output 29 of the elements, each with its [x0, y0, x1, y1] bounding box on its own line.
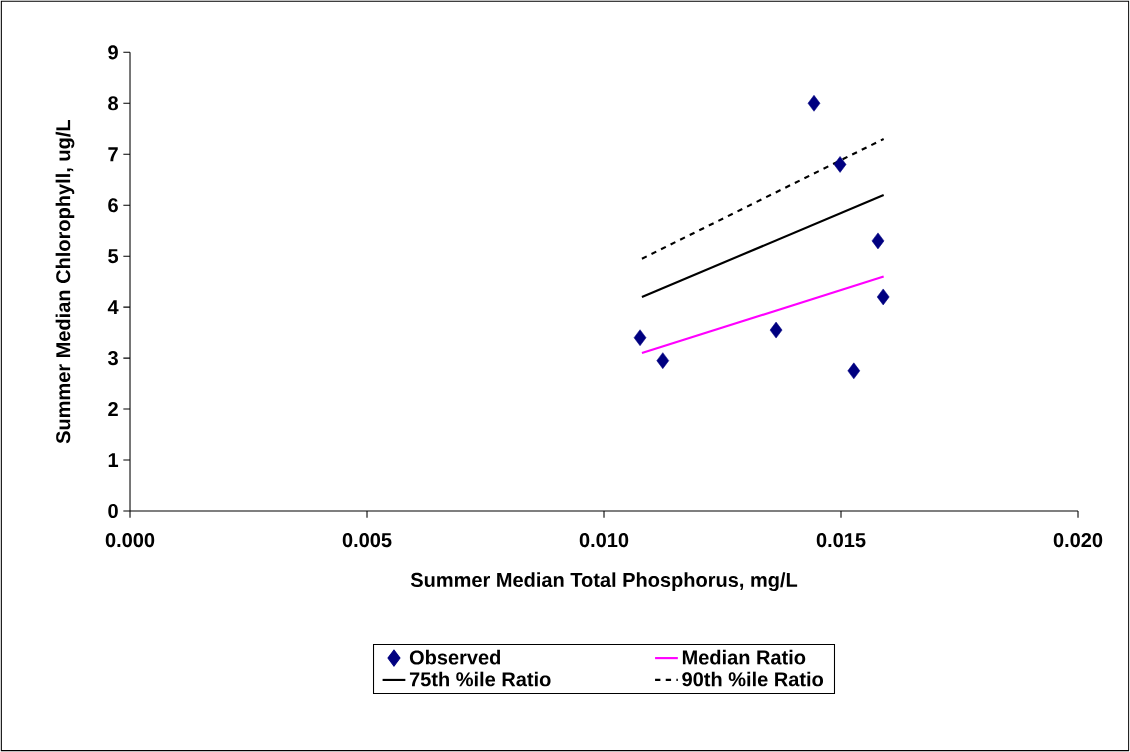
legend-label: 75th %ile Ratio	[409, 671, 551, 687]
y-axis-title: Summer Median Chlorophyll, ug/L	[55, 120, 75, 444]
x-axis-title: Summer Median Total Phosphorus, mg/L	[410, 572, 798, 592]
y-tick-label: 5	[108, 249, 119, 264]
point	[847, 362, 861, 380]
y-tick-label: 9	[108, 45, 118, 60]
x-tick-label: 0.020	[1053, 533, 1103, 548]
point	[807, 95, 821, 112]
point	[871, 232, 885, 250]
point	[833, 156, 847, 173]
y-tick-label: 6	[108, 198, 118, 213]
y-tick-label: 0	[108, 503, 118, 519]
legend-label: Median Ratio	[682, 649, 806, 665]
x-tick-label: 0.015	[816, 533, 866, 548]
y-tick-label: 2	[108, 402, 118, 417]
point	[633, 329, 647, 346]
x-tick-label: 0.005	[342, 533, 392, 548]
y-tick-label: 4	[107, 300, 119, 315]
point	[876, 288, 890, 306]
x-tick-label: 0.010	[579, 533, 629, 548]
x-tick-label: 0.000	[105, 533, 155, 548]
point	[656, 352, 670, 369]
y-tick-label: 7	[108, 147, 118, 162]
y-tick-label: 3	[107, 351, 118, 366]
y-tick-label: 1	[108, 453, 119, 467]
point	[769, 321, 783, 339]
legend-label: Observed	[409, 649, 501, 665]
legend-label: 90th %ile Ratio	[682, 671, 824, 687]
y-tick-label: 8	[108, 96, 119, 111]
